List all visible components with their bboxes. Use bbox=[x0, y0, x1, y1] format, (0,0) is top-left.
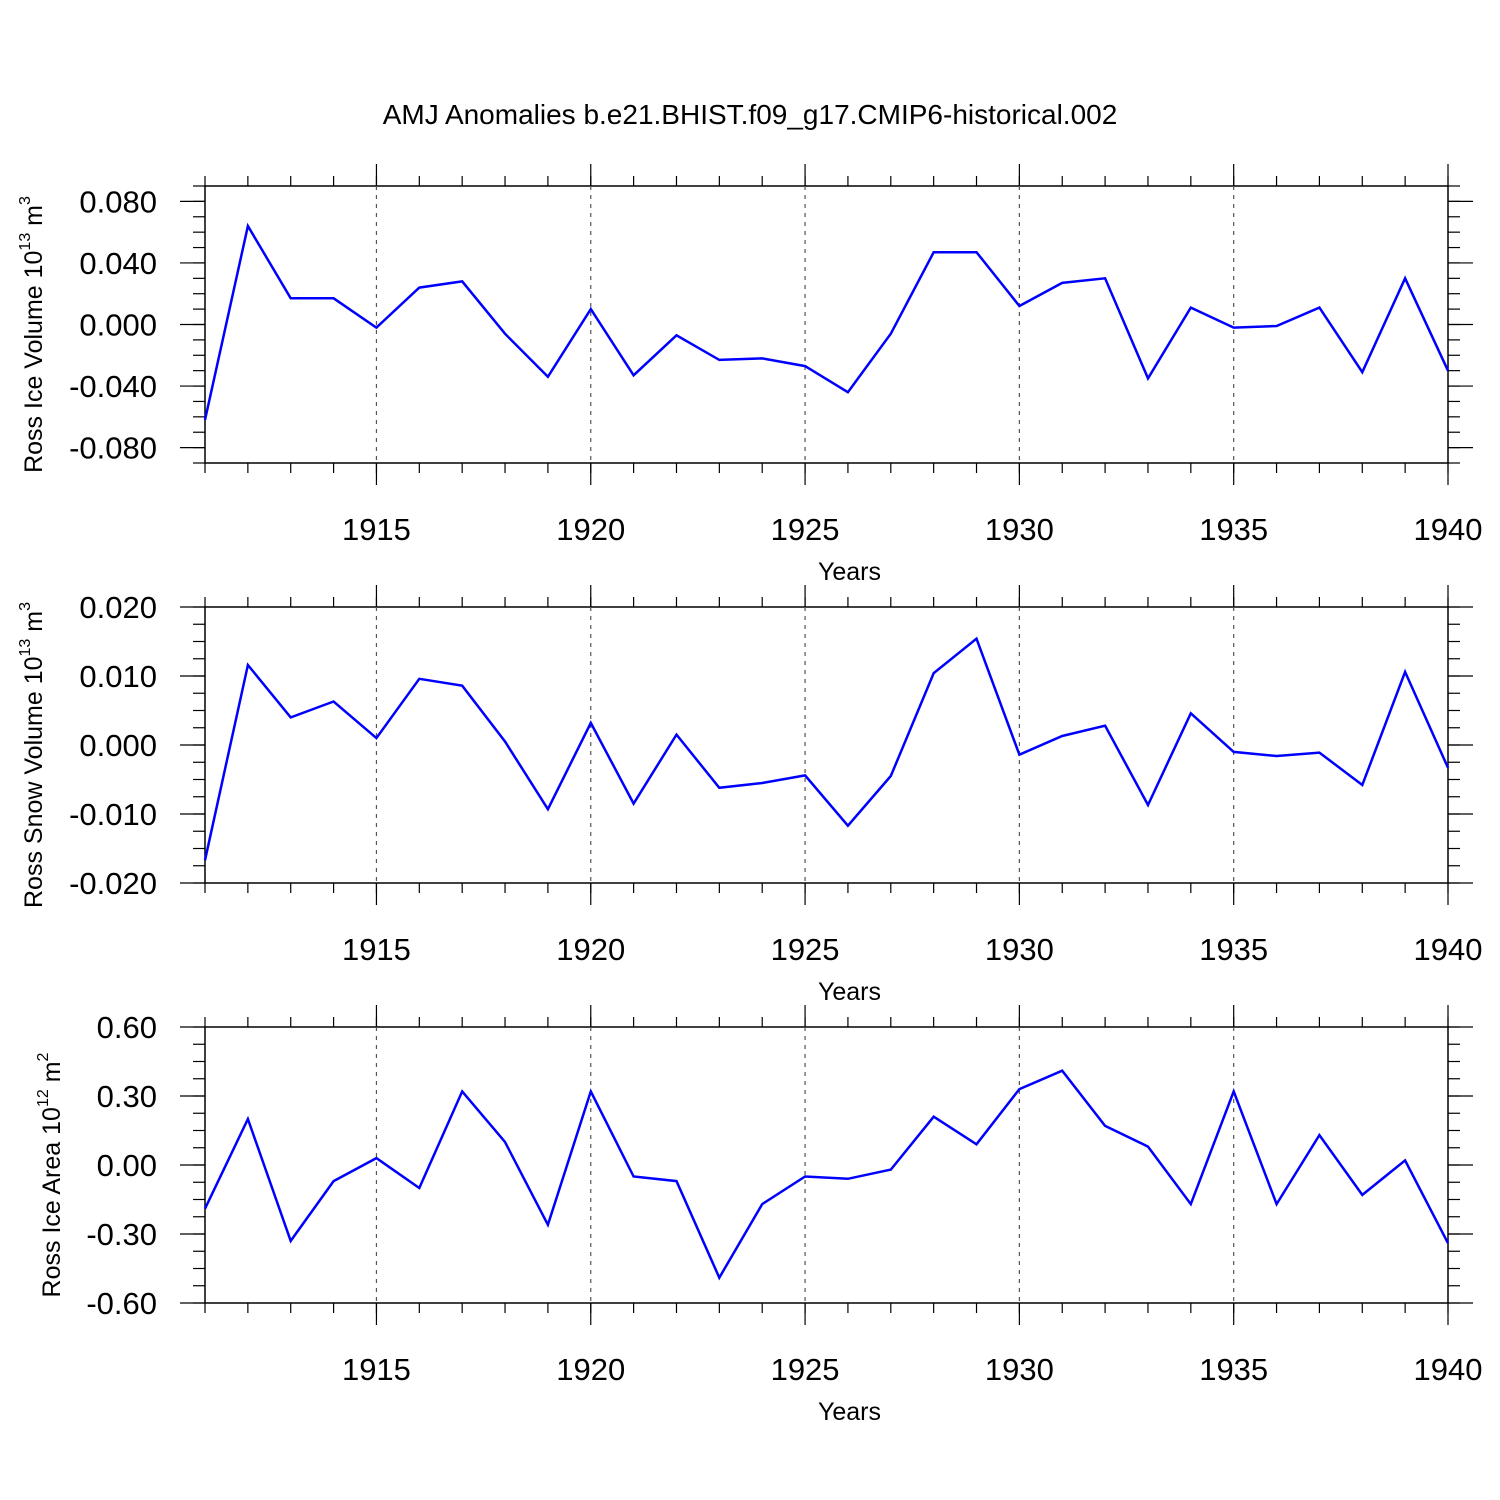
y-tick-label: 0.00 bbox=[97, 1148, 157, 1183]
y-label-unit: m bbox=[20, 611, 48, 639]
y-axis-ticks: 0.60 0.30 0.00 -0.30 -0.60 bbox=[86, 1010, 1473, 1321]
x-tick-label-1915: 1915 bbox=[342, 932, 411, 967]
grid-lines bbox=[375, 186, 1235, 463]
series-line-ice-volume bbox=[203, 222, 1450, 421]
y-label-text: Ross Ice Area 10 bbox=[38, 1107, 66, 1297]
y-tick-label: -0.30 bbox=[86, 1217, 157, 1252]
y-axis-label: Ross Ice Volume 1013 m3 bbox=[17, 196, 48, 473]
y-tick-label: -0.040 bbox=[69, 369, 157, 404]
x-axis-ticks: 1915 1920 1925 1930 1935 1940 bbox=[342, 164, 1483, 547]
x-tick-label-1930: 1930 bbox=[985, 932, 1054, 967]
x-tick-label-1935: 1935 bbox=[1199, 932, 1268, 967]
y-tick-label: 0.30 bbox=[97, 1079, 157, 1114]
y-tick-label: -0.60 bbox=[86, 1286, 157, 1321]
y-label-unit: m bbox=[38, 1061, 66, 1089]
panel-snow-volume: 1915 1920 1925 1930 1935 1940 0.020 0.010 0.000… bbox=[17, 585, 1482, 1006]
y-tick-label: -0.020 bbox=[69, 866, 157, 901]
y-axis-label: Ross Ice Area 1012 m2 bbox=[35, 1052, 66, 1297]
y-label-exponent: 13 bbox=[17, 233, 34, 251]
y-tick-label: 0.000 bbox=[79, 728, 157, 763]
y-tick-label: -0.010 bbox=[69, 797, 157, 832]
x-tick-label-1940: 1940 bbox=[1414, 932, 1483, 967]
x-tick-label-1915: 1915 bbox=[342, 512, 411, 547]
x-tick-label-1940: 1940 bbox=[1414, 1352, 1483, 1387]
y-axis-ticks: 0.020 0.010 0.000 -0.010 -0.020 bbox=[69, 590, 1473, 901]
plot-frame bbox=[204, 606, 1449, 884]
panel-ice-area: 1915 1920 1925 1930 1935 1940 0.60 0.30 0.00 -0.… bbox=[35, 1005, 1482, 1426]
x-axis-ticks: 1915 1920 1925 1930 1935 1940 bbox=[342, 585, 1483, 967]
y-label-text: Ross Ice Volume 10 bbox=[20, 251, 48, 473]
panel-ice-volume: 1915 1920 1925 1930 1935 1940 0.080 0.040 0.000… bbox=[17, 164, 1482, 586]
y-tick-label: 0.000 bbox=[79, 308, 157, 343]
plot-frame bbox=[204, 185, 1449, 464]
y-tick-label: 0.080 bbox=[79, 184, 157, 219]
y-tick-label: -0.080 bbox=[69, 431, 157, 466]
y-label-unit-power: 3 bbox=[17, 196, 34, 205]
y-label-unit: m bbox=[20, 205, 48, 233]
minor-ticks bbox=[193, 597, 1460, 893]
x-tick-label-1920: 1920 bbox=[556, 932, 625, 967]
x-tick-label-1925: 1925 bbox=[771, 1352, 840, 1387]
x-tick-label-1935: 1935 bbox=[1199, 512, 1268, 547]
grid-lines bbox=[375, 1027, 1235, 1303]
y-label-unit-power: 2 bbox=[35, 1052, 52, 1061]
y-label-exponent: 13 bbox=[17, 639, 34, 657]
minor-ticks bbox=[193, 1017, 1460, 1313]
y-axis-ticks: 0.080 0.040 0.000 -0.040 -0.080 bbox=[69, 184, 1473, 466]
x-tick-label-1930: 1930 bbox=[985, 512, 1054, 547]
y-label-exponent: 12 bbox=[35, 1089, 52, 1107]
x-tick-label-1915: 1915 bbox=[342, 1352, 411, 1387]
x-tick-label-1925: 1925 bbox=[771, 932, 840, 967]
x-tick-label-1925: 1925 bbox=[771, 512, 840, 547]
minor-ticks bbox=[193, 176, 1460, 473]
grid-lines bbox=[375, 607, 1235, 883]
series-line-ice-area bbox=[203, 1069, 1450, 1281]
x-tick-label-1935: 1935 bbox=[1199, 1352, 1268, 1387]
y-label-unit-power: 3 bbox=[17, 602, 34, 611]
x-tick-label-1930: 1930 bbox=[985, 1352, 1054, 1387]
y-label-text: Ross Snow Volume 10 bbox=[20, 656, 48, 908]
x-axis-label: Years bbox=[818, 558, 881, 586]
y-tick-label: 0.020 bbox=[79, 590, 157, 625]
x-axis-label: Years bbox=[818, 1398, 881, 1426]
x-tick-label-1940: 1940 bbox=[1414, 512, 1483, 547]
y-tick-label: 0.60 bbox=[97, 1010, 157, 1045]
x-tick-label-1920: 1920 bbox=[556, 1352, 625, 1387]
x-tick-label-1920: 1920 bbox=[556, 512, 625, 547]
x-axis-label: Years bbox=[818, 978, 881, 1006]
figure-title: AMJ Anomalies b.e21.BHIST.f09_g17.CMIP6-… bbox=[383, 99, 1118, 130]
x-axis-ticks: 1915 1920 1925 1930 1935 1940 bbox=[342, 1005, 1483, 1387]
series-line-snow-volume bbox=[203, 636, 1450, 861]
y-tick-label: 0.010 bbox=[79, 659, 157, 694]
y-tick-label: 0.040 bbox=[79, 246, 157, 281]
y-axis-label: Ross Snow Volume 1013 m3 bbox=[17, 602, 48, 908]
